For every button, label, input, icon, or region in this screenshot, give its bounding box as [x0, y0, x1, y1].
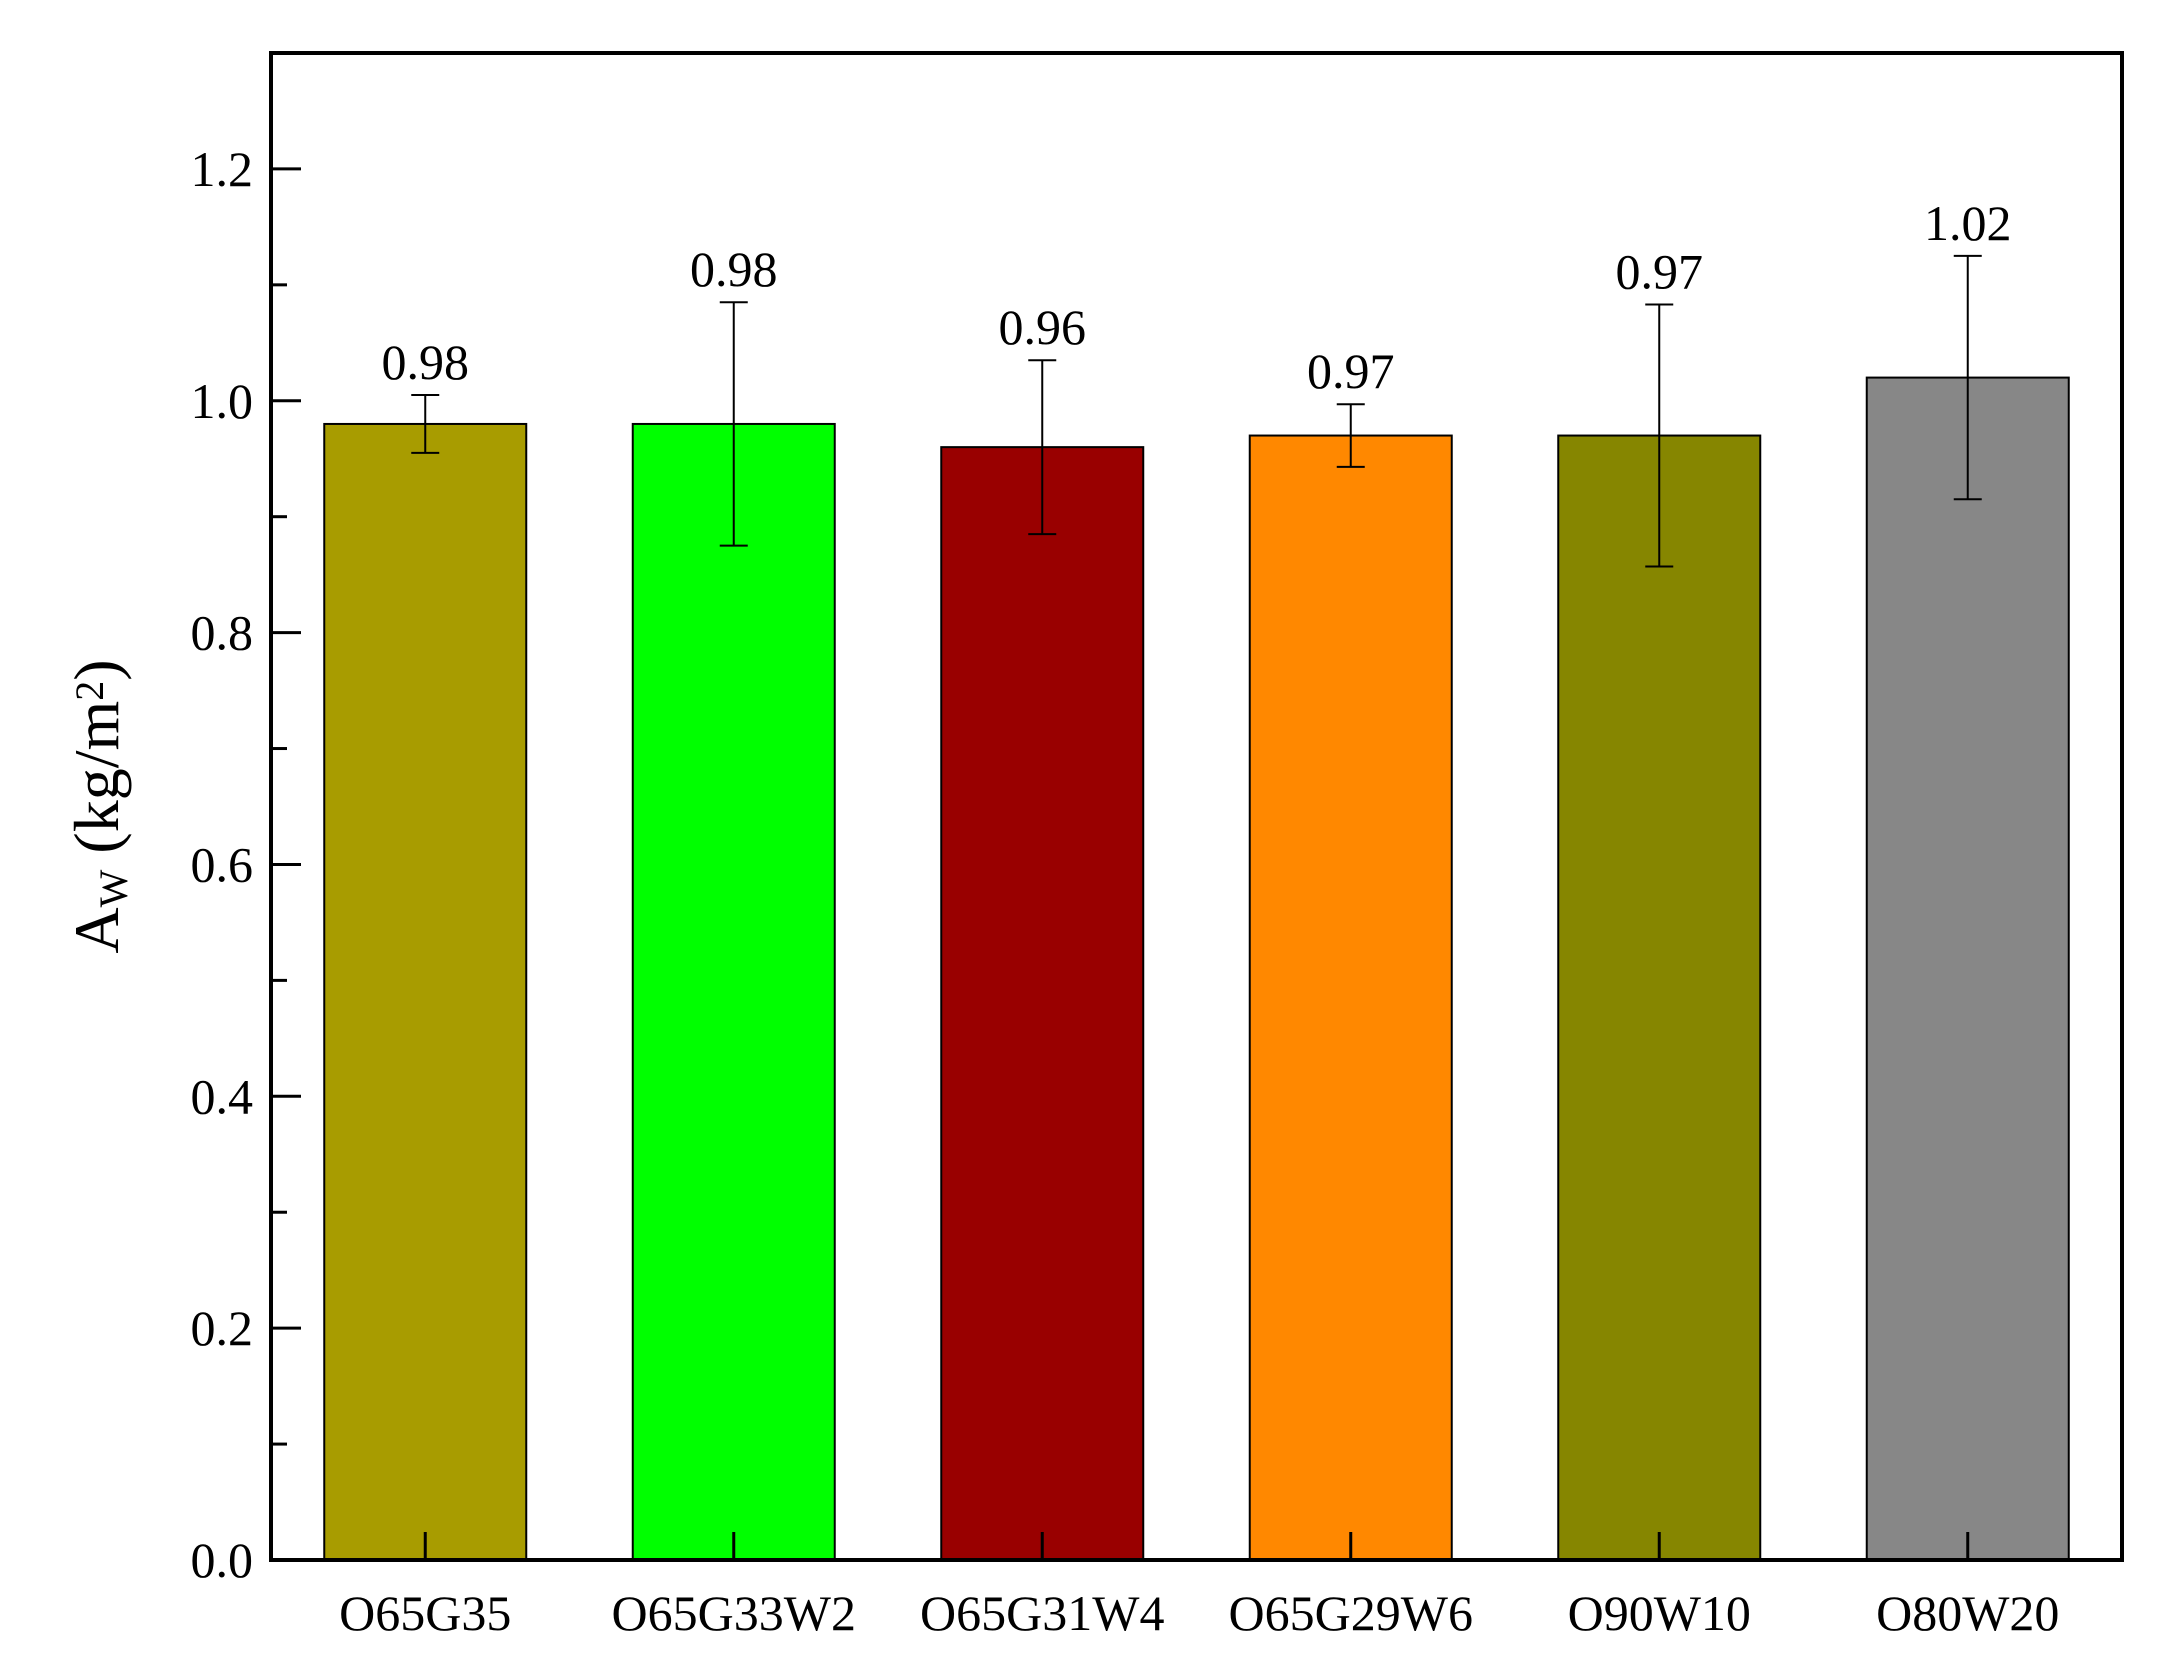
x-tick-label-o65g33w2: O65G33W2: [612, 1585, 856, 1641]
bar-o65g33w2: [631, 422, 836, 1561]
y-axis-title-unit: (kg/m: [61, 701, 132, 870]
bar-o80w20: [1865, 376, 2070, 1562]
data-label-o65g35: 0.98: [382, 334, 470, 390]
x-tick-label-o65g31w4: O65G31W4: [920, 1585, 1164, 1641]
x-axis: O65G35 O65G33W2 O65G31W4 O65G29W6 O90W10 O80W…: [339, 1532, 2059, 1641]
y-axis-title-base: A: [61, 907, 132, 953]
y-tick-label-0.6: 0.6: [191, 836, 254, 892]
y-axis: 0.0 0.2 0.4 0.6 0.8 1.0 1.2: [191, 141, 301, 1588]
x-tick-label-o65g29w6: O65G29W6: [1229, 1585, 1473, 1641]
y-tick-label-1.2: 1.2: [191, 141, 254, 197]
x-tick-label-o65g35: O65G35: [339, 1585, 511, 1641]
y-tick-label-0.0: 0.0: [191, 1532, 254, 1588]
bar-o65g31w4: [940, 446, 1145, 1562]
x-tick-label-o90w10: O90W10: [1568, 1585, 1751, 1641]
plot-frame: [269, 51, 2124, 1562]
data-label-o65g29w6: 0.97: [1307, 343, 1395, 399]
bar-o90w10: [1557, 434, 1762, 1561]
y-tick-label-0.8: 0.8: [191, 605, 254, 661]
bar-o65g29w6: [1248, 434, 1453, 1561]
y-axis-title-superscript: 2: [67, 681, 112, 701]
y-axis-title-subscript: W: [91, 869, 136, 907]
bar-o65g35: [323, 422, 528, 1561]
x-tick-label-o80w20: O80W20: [1876, 1585, 2059, 1641]
y-tick-label-1.0: 1.0: [191, 373, 254, 429]
y-tick-label-0.2: 0.2: [191, 1300, 254, 1356]
y-axis-title: AW (kg/m2): [61, 659, 136, 953]
data-label-o80w20: 1.02: [1924, 195, 2012, 251]
y-tick-label-0.4: 0.4: [191, 1068, 254, 1124]
data-label-o90w10: 0.97: [1616, 244, 1704, 300]
error-bars: [411, 254, 1982, 568]
bars: [323, 376, 2070, 1562]
data-label-o65g31w4: 0.96: [999, 299, 1087, 355]
y-axis-title-unit-close: ): [61, 659, 132, 680]
data-label-o65g33w2: 0.98: [690, 241, 778, 297]
data-labels: 0.98 0.98 0.96 0.97 0.97 1.02: [382, 195, 2012, 399]
